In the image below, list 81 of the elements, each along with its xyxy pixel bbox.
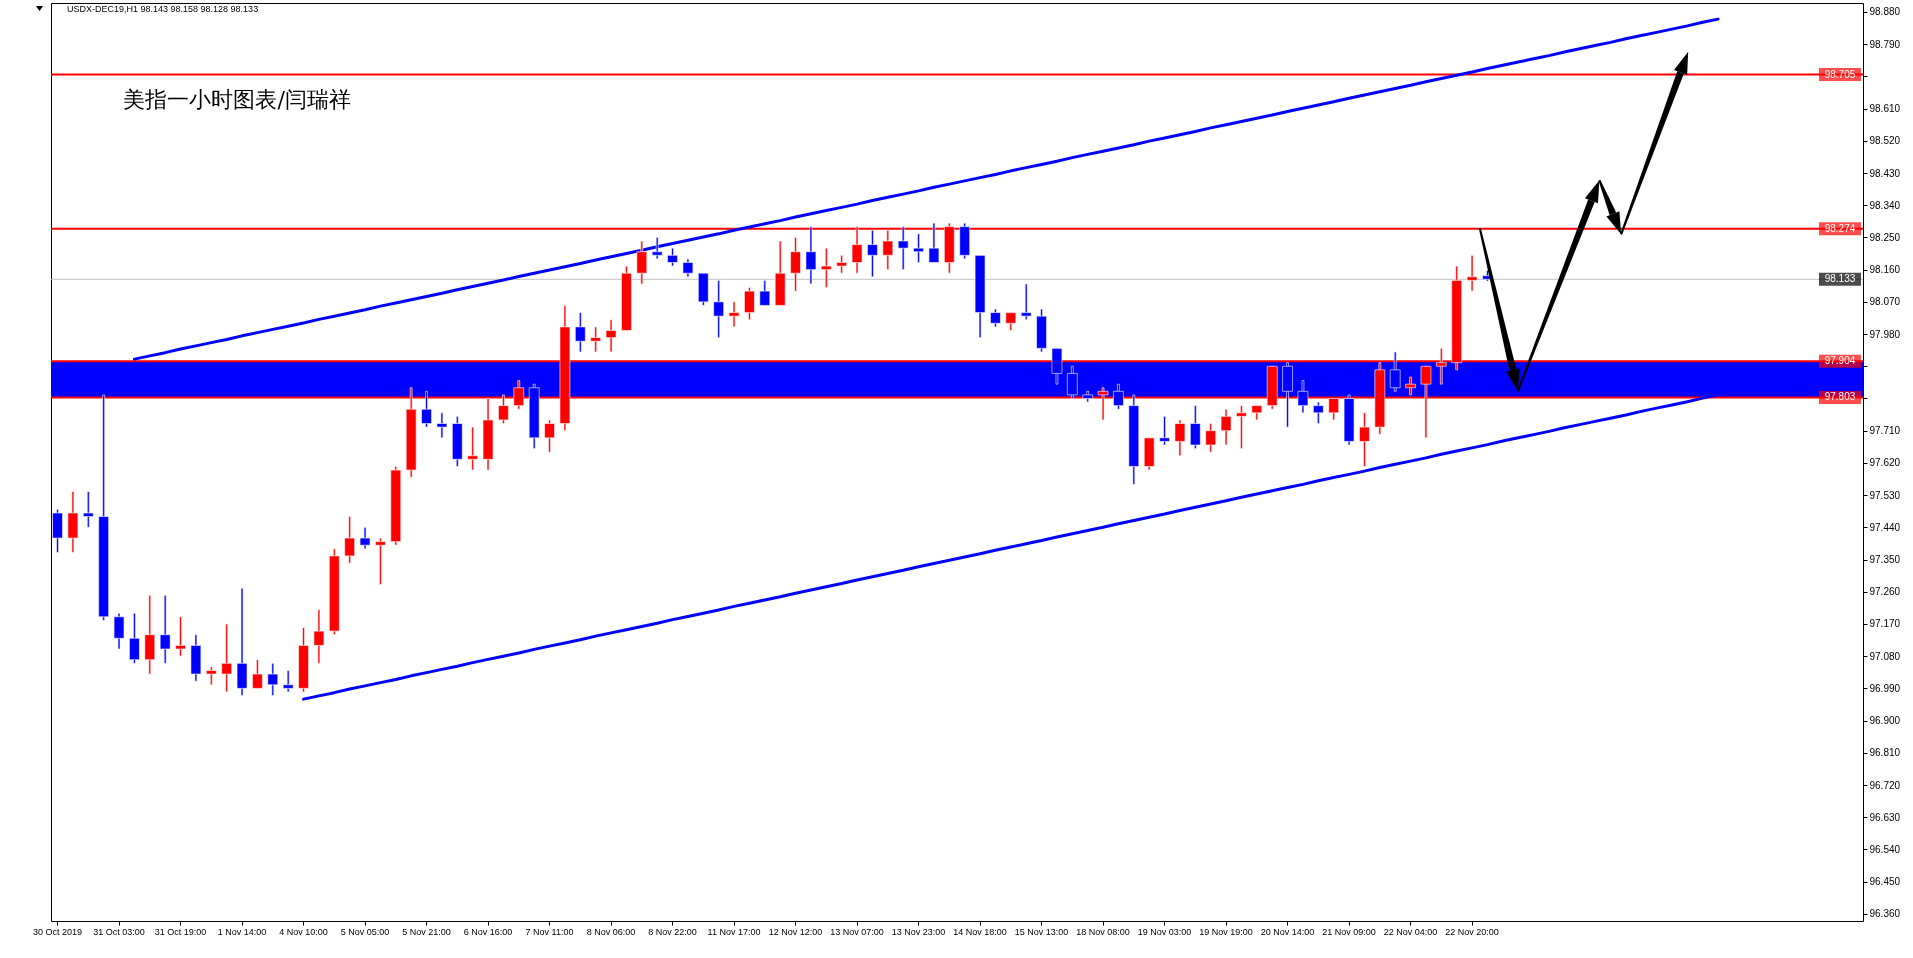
x-tick-label: 5 Nov 21:00 [402, 926, 451, 937]
ref-line-label: 98.274 [1824, 222, 1856, 234]
x-tick-label: 7 Nov 11:00 [525, 926, 574, 937]
y-tick-label: 98.520 [1869, 135, 1901, 147]
candlestick [590, 326, 601, 353]
candlestick [1236, 405, 1247, 449]
candlestick [1220, 408, 1232, 446]
y-tick-label: 97.980 [1869, 328, 1901, 340]
candlestick [467, 426, 478, 471]
x-tick-label: 4 Nov 10:00 [279, 926, 328, 937]
candlestick [605, 319, 617, 353]
candlestick [313, 609, 325, 664]
ref-line-label: 98.705 [1824, 68, 1856, 80]
candlestick [175, 616, 186, 657]
x-tick-label: 18 Nov 08:00 [1076, 926, 1130, 937]
y-tick-label: 97.080 [1869, 650, 1901, 662]
x-tick-label: 1 Nov 14:00 [217, 926, 267, 937]
x-tick-label: 31 Oct 19:00 [154, 926, 207, 937]
ref-line-label: 97.803 [1824, 391, 1856, 403]
x-tick-label: 21 Nov 09:00 [1322, 926, 1376, 937]
candlestick [221, 623, 232, 693]
candlestick [1020, 283, 1032, 321]
candlestick [913, 233, 924, 263]
y-tick-label: 98.070 [1869, 296, 1901, 308]
y-tick-label: 98.790 [1869, 38, 1901, 50]
y-tick-label: 96.450 [1869, 876, 1901, 888]
candlestick [928, 222, 940, 263]
y-tick-label: 98.880 [1869, 6, 1901, 18]
ref-line-label: 97.904 [1824, 355, 1856, 367]
y-tick-label: 98.610 [1869, 103, 1901, 115]
candlestick [1466, 255, 1478, 292]
x-tick-label: 5 Nov 05:00 [340, 926, 390, 937]
y-tick-label: 98.430 [1869, 167, 1901, 179]
x-tick-label: 20 Nov 14:00 [1260, 926, 1315, 937]
x-tick-label: 14 Nov 18:00 [953, 926, 1007, 937]
candlestick [897, 226, 909, 270]
x-tick-label: 22 Nov 20:00 [1445, 926, 1499, 937]
x-tick-label: 19 Nov 03:00 [1137, 926, 1192, 937]
y-tick-label: 97.530 [1869, 489, 1901, 501]
candlestick [375, 537, 386, 585]
y-tick-label: 97.170 [1869, 618, 1901, 630]
x-tick-label: 6 Nov 16:00 [463, 926, 513, 937]
candlestick [82, 491, 94, 528]
x-tick-label: 30 Oct 2019 [33, 926, 83, 937]
text: 美指一小时图表/闫瑞祥 [123, 87, 351, 113]
y-tick-label: 98.160 [1869, 264, 1901, 276]
x-tick-label: 13 Nov 23:00 [891, 926, 946, 937]
x-tick-label: 12 Nov 12:00 [768, 926, 823, 937]
x-tick-label: 31 Oct 03:00 [93, 926, 145, 937]
y-tick-label: 96.630 [1869, 811, 1901, 823]
candlestick [359, 527, 371, 550]
x-tick-label: 11 Nov 17:00 [707, 926, 761, 937]
x-tick-label: 8 Nov 06:00 [586, 926, 636, 937]
y-tick-label: 98.340 [1869, 199, 1901, 211]
y-tick-label: 96.990 [1869, 682, 1901, 694]
x-tick-label: 15 Nov 13:00 [1014, 926, 1069, 937]
y-tick-label: 98.250 [1869, 231, 1901, 243]
x-tick-label: 8 Nov 22:00 [648, 926, 697, 937]
x-tick-label: 13 Nov 07:00 [830, 926, 884, 937]
y-tick-label: 96.900 [1869, 715, 1901, 727]
candlestick [821, 247, 832, 288]
y-tick-label: 96.360 [1869, 908, 1901, 920]
candlestick [436, 412, 448, 439]
x-tick-label: 22 Nov 04:00 [1383, 926, 1438, 937]
y-tick-label: 97.440 [1869, 521, 1901, 533]
candlestick [236, 587, 248, 696]
y-tick-label: 97.350 [1869, 554, 1901, 566]
y-tick-label: 96.720 [1869, 779, 1901, 791]
y-tick-label: 97.710 [1869, 425, 1901, 437]
chart-subtitle: USDX-DEC19,H1 98.143 98.158 98.128 98.133 [67, 4, 259, 14]
candlestick [728, 301, 740, 328]
ref-line-label: 98.133 [1824, 273, 1856, 285]
candlestick [805, 226, 817, 285]
y-tick-label: 97.620 [1869, 457, 1901, 469]
y-tick-label: 96.540 [1869, 843, 1901, 855]
y-tick-label: 97.260 [1869, 586, 1901, 598]
x-tick-label: 19 Nov 19:00 [1199, 926, 1253, 937]
y-tick-label: 96.810 [1869, 747, 1901, 759]
candlestick [1159, 416, 1170, 446]
candlestick [282, 670, 294, 693]
candlestick [651, 237, 663, 260]
